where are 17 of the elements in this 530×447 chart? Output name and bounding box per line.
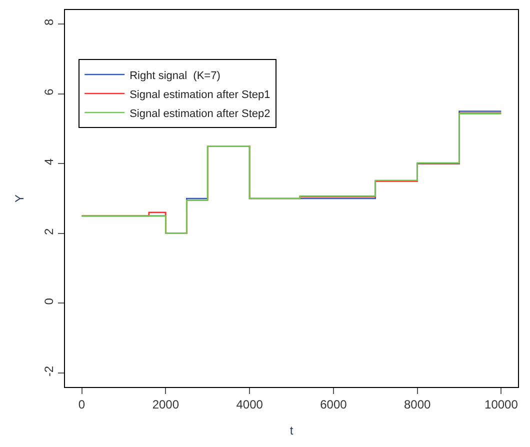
x-tick-label: 0 [78,397,86,412]
x-axis-title: t [290,423,294,438]
x-tick-label: 2000 [152,397,180,412]
y-tick-label: 2 [42,228,56,235]
y-tick-label: -2 [42,366,56,377]
y-tick-label: 6 [42,88,56,96]
y-axis-title: Y [12,194,26,203]
x-tick-label: 10000 [484,397,518,412]
x-tick-label: 8000 [404,397,431,412]
x-tick-label: 4000 [236,397,264,412]
legend-label: Signal estimation after Step2 [130,108,270,120]
legend-label: Signal estimation after Step1 [130,88,270,101]
y-tick-label: 4 [42,158,56,166]
y-tick-label: 0 [42,298,56,305]
y-tick-label: 8 [42,18,56,26]
x-tick-label: 6000 [320,397,348,412]
legend-label: Right signal (K=7) [130,70,220,82]
